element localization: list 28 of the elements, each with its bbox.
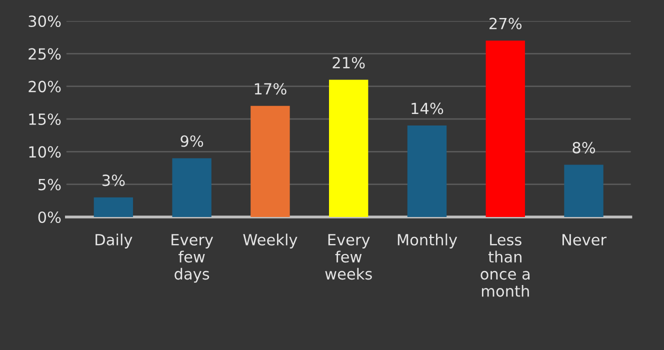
data-label: 17% [254, 83, 286, 95]
y-tick-label: 20% [28, 80, 61, 92]
bar [94, 197, 134, 217]
bar [250, 106, 290, 217]
y-tick-label: 5% [38, 178, 61, 190]
x-tick-label: Less than once a month [480, 234, 530, 297]
y-tick-label: 0% [38, 211, 61, 224]
x-tick-label: Every few weeks [325, 234, 372, 280]
x-tick-label: Every few days [172, 234, 214, 283]
x-tick-label: Daily [96, 234, 132, 248]
data-label: 3% [102, 174, 125, 186]
bar [564, 164, 604, 217]
data-label: 27% [490, 18, 522, 30]
y-tick-label: 15% [29, 113, 61, 126]
data-label: 9% [180, 135, 204, 147]
y-tick-label: 10% [29, 146, 61, 158]
x-tick-label: Never [562, 234, 607, 246]
bar [172, 158, 212, 217]
data-label: 21% [332, 56, 365, 69]
x-tick-label: Weekly [243, 234, 298, 248]
bar [329, 80, 368, 217]
y-tick-label: 30% [28, 15, 61, 28]
data-label: 8% [572, 142, 596, 154]
y-tick-label: 25% [28, 48, 61, 60]
bar [486, 40, 525, 217]
x-tick-label: Monthly [398, 234, 458, 248]
bar [407, 126, 447, 217]
data-label: 14% [412, 102, 444, 114]
